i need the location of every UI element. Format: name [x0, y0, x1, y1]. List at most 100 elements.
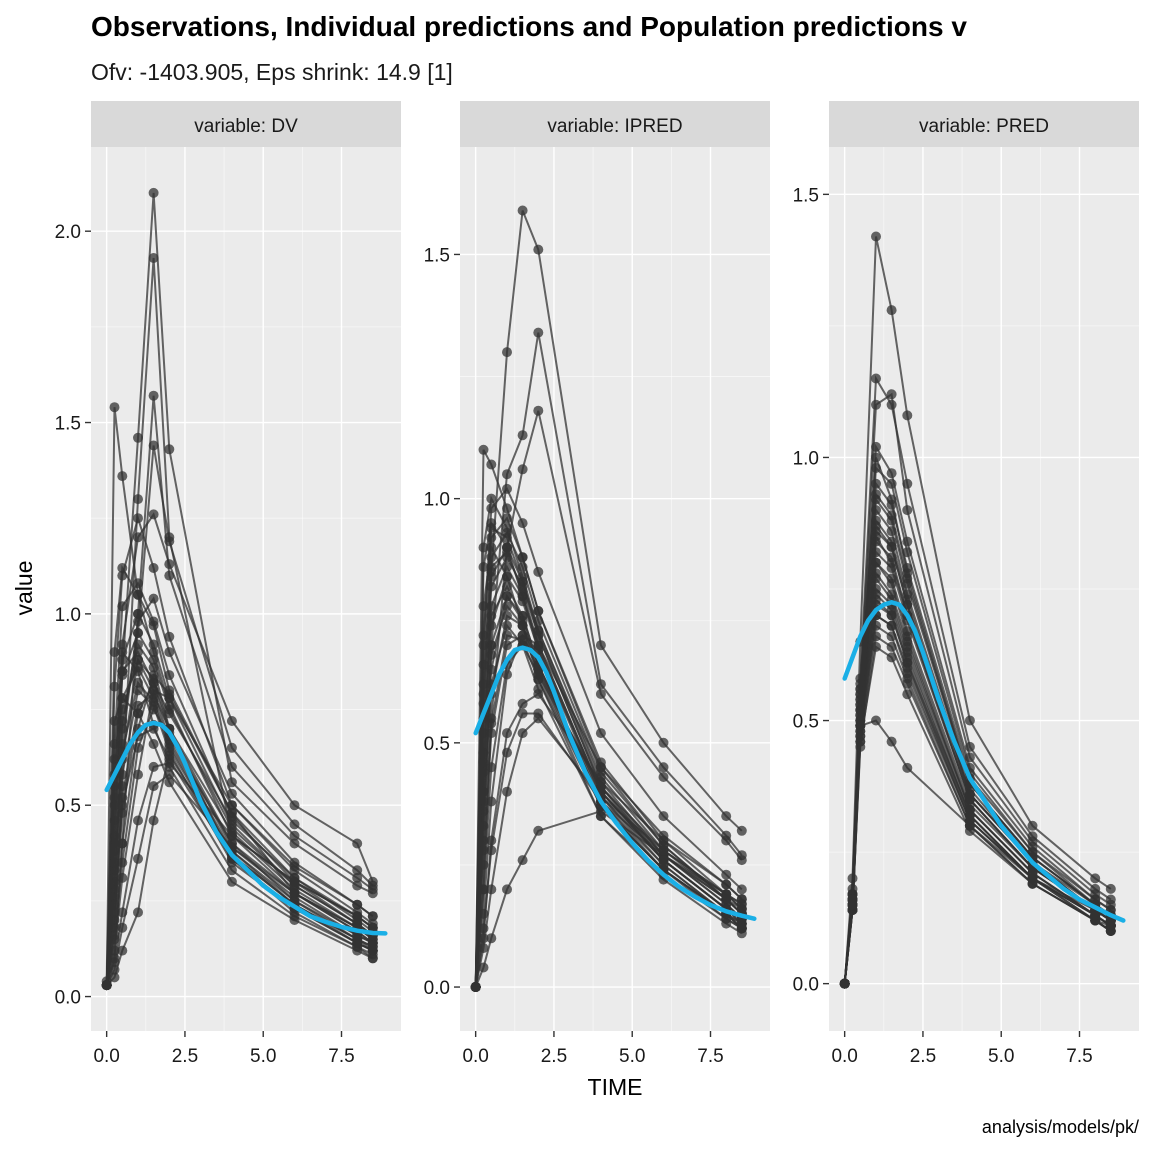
subject-point-ipred — [486, 493, 497, 504]
x-tick-label-ipred: 2.5 — [541, 1046, 567, 1067]
subject-point-ipred — [721, 835, 732, 846]
subject-point-dv — [226, 819, 237, 830]
subject-point-ipred — [533, 405, 544, 416]
subject-point-ipred — [595, 640, 606, 651]
y-tick-label-pred: 0.5 — [793, 712, 819, 733]
subject-point-ipred — [502, 620, 512, 631]
y-tick-label-dv: 1.0 — [55, 605, 81, 626]
subject-point-ipred — [502, 571, 512, 582]
y-tick-label-pred: 0.0 — [793, 975, 819, 996]
subject-point-dv — [133, 677, 143, 688]
subject-point-pred — [902, 573, 913, 584]
subject-point-ipred — [478, 943, 489, 953]
subject-point-ipred — [502, 513, 512, 524]
x-tick-label-ipred: 7.5 — [697, 1046, 723, 1067]
smooth-line-pred — [842, 599, 1126, 923]
subject-point-ipred — [533, 566, 544, 577]
subject-point-pred — [902, 410, 913, 421]
subject-point-ipred — [533, 825, 544, 836]
subject-point-ipred — [533, 640, 544, 651]
subject-point-ipred — [502, 786, 512, 797]
y-tick-label-ipred: 1.0 — [424, 490, 450, 511]
subject-point-pred — [871, 231, 881, 242]
subject-point-pred — [964, 715, 975, 726]
subject-point-dv — [133, 578, 143, 589]
subject-point-ipred — [517, 635, 528, 646]
subject-point-dv — [226, 807, 237, 818]
subject-point-pred — [886, 468, 897, 479]
subject-point-dv — [164, 754, 175, 765]
subject-point-pred — [839, 978, 850, 989]
subject-point-ipred — [658, 762, 669, 773]
subject-point-dv — [117, 922, 128, 933]
subject-point-dv — [367, 953, 378, 964]
subject-point-pred — [902, 599, 913, 610]
subject-point-ipred — [502, 483, 512, 494]
subject-point-dv — [148, 670, 159, 681]
subject-point-dv — [117, 471, 128, 482]
subject-point-ipred — [486, 884, 497, 895]
facet-pred: variable: PRED 0.0 0.5 1.0 1.5 0.0 2.5 5.0 7.5 — [793, 101, 1139, 1067]
subject-point-dv — [133, 513, 143, 524]
subject-line-ipred-20 — [474, 584, 743, 988]
subject-point-ipred — [517, 728, 528, 739]
subject-point-dv — [289, 830, 300, 841]
subject-point-pred — [871, 520, 881, 531]
x-tick-label-dv: 0.0 — [93, 1046, 119, 1067]
subject-point-pred — [964, 789, 975, 800]
subject-point-ipred — [486, 459, 497, 470]
y-axis-title: value — [11, 561, 37, 616]
subject-point-dv — [367, 911, 378, 922]
x-tick-label-ipred: 0.0 — [462, 1046, 488, 1067]
subject-point-ipred — [533, 327, 544, 338]
subject-point-dv — [148, 696, 159, 707]
subject-point-ipred — [502, 347, 512, 358]
subject-point-pred — [871, 594, 881, 605]
subject-point-ipred — [517, 205, 528, 216]
subject-point-ipred — [486, 649, 497, 660]
subject-point-dv — [117, 563, 128, 573]
subject-point-ipred — [517, 430, 528, 441]
strip-label-pred: variable: PRED — [919, 116, 1049, 137]
subject-point-dv — [164, 769, 175, 780]
subject-point-dv — [133, 815, 143, 826]
subject-point-dv — [148, 761, 159, 772]
subject-point-ipred — [658, 737, 669, 748]
subject-point-dv — [367, 945, 378, 956]
x-tick-label-ipred: 5.0 — [619, 1046, 645, 1067]
subject-point-dv — [164, 693, 175, 704]
subject-point-pred — [902, 641, 913, 652]
subject-point-dv — [164, 631, 175, 642]
subject-point-dv — [109, 792, 120, 803]
subject-point-pred — [871, 478, 881, 489]
subject-line-ipred-27 — [474, 716, 743, 988]
subject-point-ipred — [595, 728, 606, 739]
subject-point-ipred — [478, 757, 489, 768]
subject-line-dv-29 — [105, 611, 374, 986]
subject-point-ipred — [658, 772, 669, 782]
subject-line-dv-5 — [105, 514, 374, 986]
subject-point-pred — [886, 305, 897, 316]
chart-title: Observations, Individual predictions and… — [91, 11, 967, 42]
y-tick-label-ipred: 0.5 — [424, 734, 450, 755]
subject-point-ipred — [736, 923, 747, 934]
subject-point-pred — [902, 657, 913, 668]
subject-point-ipred — [502, 532, 512, 543]
subject-line-dv-26 — [105, 564, 374, 986]
subject-point-pred — [902, 505, 913, 516]
subject-point-ipred — [736, 855, 747, 866]
strip-ipred — [460, 101, 770, 147]
subject-line-ipred-29 — [474, 550, 743, 988]
subject-point-dv — [109, 907, 120, 918]
smooth-line-dv — [104, 720, 388, 936]
subject-point-pred — [886, 736, 897, 747]
subject-point-pred — [847, 894, 858, 905]
subject-point-dv — [289, 857, 300, 868]
subject-point-dv — [289, 865, 300, 876]
subject-point-ipred — [486, 523, 497, 533]
subject-point-ipred — [478, 444, 489, 455]
subject-point-ipred — [721, 879, 732, 890]
chart-caption: analysis/models/pk/ — [982, 1117, 1139, 1137]
subject-line-dv-18 — [105, 581, 374, 986]
